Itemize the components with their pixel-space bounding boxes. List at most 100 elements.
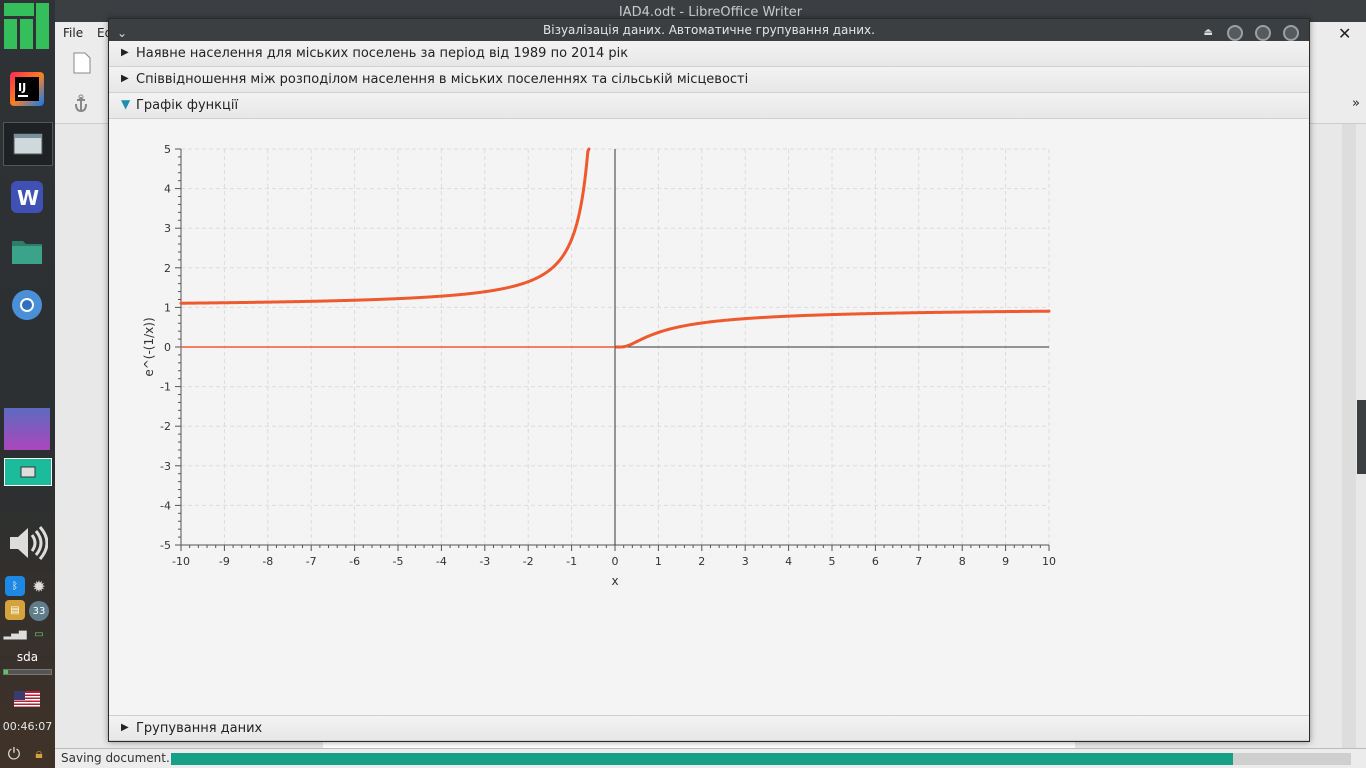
manjaro-logo-icon[interactable]	[4, 3, 50, 49]
vertical-scrollbar[interactable]	[1342, 124, 1356, 748]
x-tick-label: 6	[872, 555, 879, 568]
y-tick-label: 2	[164, 262, 171, 275]
maximize-button[interactable]	[1255, 25, 1271, 41]
y-tick-label: 1	[164, 301, 171, 314]
y-tick-label: -3	[160, 460, 171, 473]
data-point	[353, 298, 357, 302]
x-tick-label: -3	[479, 555, 490, 568]
x-tick-label: 10	[1042, 555, 1056, 568]
section-label: Співвідношення між розподілом населення …	[136, 72, 749, 87]
drive-usage-bar	[3, 669, 52, 675]
writer-close-icon[interactable]: ✕	[1338, 24, 1352, 43]
data-point	[266, 300, 270, 304]
updates-badge[interactable]: 33	[29, 601, 49, 621]
data-point	[570, 237, 574, 241]
y-tick-label: -1	[160, 381, 171, 394]
y-tick-label: 4	[164, 183, 171, 196]
x-axis-label: x	[611, 574, 618, 588]
y-tick-label: 5	[164, 143, 171, 156]
data-point	[626, 344, 630, 348]
section-function-graph[interactable]: ▼ Графік функції	[109, 93, 1309, 119]
logout-icon[interactable]: ⏻	[7, 744, 21, 763]
new-document-icon[interactable]	[73, 52, 91, 74]
sidebar-expand-icon[interactable]: »	[1352, 96, 1360, 111]
workspace-1-thumbnail[interactable]	[4, 408, 50, 450]
x-tick-label: 5	[829, 555, 836, 568]
intellij-icon[interactable]: IJ	[6, 68, 48, 110]
y-tick-label: 0	[164, 341, 171, 354]
data-point	[587, 147, 591, 151]
clock: 00:46:07	[2, 720, 53, 733]
section-population-ratio[interactable]: ▶ Співвідношення між розподілом населенн…	[109, 67, 1309, 93]
x-tick-label: -9	[219, 555, 230, 568]
x-tick-label: -6	[349, 555, 360, 568]
data-point	[578, 207, 582, 211]
volume-icon[interactable]	[6, 522, 48, 564]
data-point	[873, 311, 877, 315]
dialog-titlebar: ⌄ Візуалізація даних. Автоматичне групув…	[109, 19, 1309, 41]
data-point	[635, 340, 639, 344]
window-switcher-icon[interactable]	[3, 122, 53, 166]
x-tick-label: -5	[393, 555, 404, 568]
network-signal-icon[interactable]: ▂▄▆	[3, 628, 27, 640]
window-menu-chevron-icon[interactable]: ⌄	[117, 26, 128, 40]
menu-file[interactable]: File	[63, 26, 84, 40]
data-point	[960, 310, 964, 314]
workspace-2-thumbnail[interactable]	[4, 458, 52, 486]
data-point	[622, 345, 626, 349]
x-tick-label: 1	[655, 555, 662, 568]
data-point	[439, 294, 443, 298]
dialog-title: Візуалізація даних. Автоматичне групуван…	[543, 23, 875, 37]
x-tick-label: 3	[742, 555, 749, 568]
series-line-negative-x	[180, 148, 591, 305]
data-point	[743, 317, 747, 321]
y-axis-label: e^(-(1/x))	[142, 317, 156, 376]
section-urban-population[interactable]: ▶ Наявне населення для міських поселень …	[109, 41, 1309, 67]
x-tick-label: 2	[698, 555, 705, 568]
data-point	[787, 314, 791, 318]
section-data-grouping[interactable]: ▶ Групування даних	[109, 715, 1309, 741]
data-point	[678, 325, 682, 329]
x-tick-label: -10	[172, 555, 190, 568]
bluetooth-icon[interactable]: ᛒ	[5, 576, 25, 596]
sidebar-toggle[interactable]	[1357, 400, 1366, 474]
writer-title: IAD4.odt - LibreOffice Writer	[55, 0, 1366, 22]
us-flag-icon[interactable]	[6, 686, 48, 712]
eject-icon[interactable]: ⏏	[1203, 27, 1213, 38]
x-tick-label: -1	[566, 555, 577, 568]
y-tick-label: -4	[160, 499, 171, 512]
x-tick-label: 8	[959, 555, 966, 568]
data-point	[483, 290, 487, 294]
save-progress-bar	[171, 753, 1351, 765]
files-folder-icon[interactable]	[6, 230, 48, 272]
collapsed-arrow-icon: ▶	[121, 47, 129, 58]
battery-icon[interactable]: ▭	[34, 628, 44, 640]
status-bar: Saving document...	[55, 748, 1366, 768]
visualization-dialog: ⌄ Візуалізація даних. Автоматичне групув…	[108, 18, 1310, 742]
section-label: Графік функції	[136, 98, 239, 113]
chromium-icon[interactable]	[6, 284, 48, 326]
settings-gear-icon[interactable]: ✹	[32, 576, 46, 596]
function-chart: -10 -9 -8 -7 -6 -5 -4 -3 -2 -1 0 1 2 3 4 5 6 7 8 9 10543210-…	[142, 143, 1056, 588]
data-point	[548, 268, 552, 272]
clipboard-icon[interactable]: ▤	[5, 600, 25, 620]
updates-count: 33	[32, 605, 46, 617]
data-point	[1047, 309, 1051, 313]
lock-icon[interactable]: 🔒︎	[35, 746, 43, 762]
data-point	[179, 301, 183, 305]
writer-app-icon[interactable]: W	[6, 176, 48, 218]
data-point	[700, 321, 704, 325]
x-tick-label: 4	[785, 555, 792, 568]
x-tick-label: -2	[523, 555, 534, 568]
function-chart-area: -10 -9 -8 -7 -6 -5 -4 -3 -2 -1 0 1 2 3 4 5 6 7 8 9 10 5 4 3 2 1 0-…	[109, 121, 1309, 715]
x-tick-label: -4	[436, 555, 447, 568]
minimize-button[interactable]	[1227, 25, 1243, 41]
y-tick-label: -2	[160, 420, 171, 433]
close-button[interactable]	[1283, 25, 1299, 41]
y-tick-label: -5	[160, 539, 171, 552]
data-point	[830, 313, 834, 317]
data-point	[656, 330, 660, 334]
x-tick-label: 9	[1002, 555, 1009, 568]
svg-text:IJ: IJ	[18, 81, 26, 94]
anchor-icon[interactable]	[71, 94, 91, 114]
